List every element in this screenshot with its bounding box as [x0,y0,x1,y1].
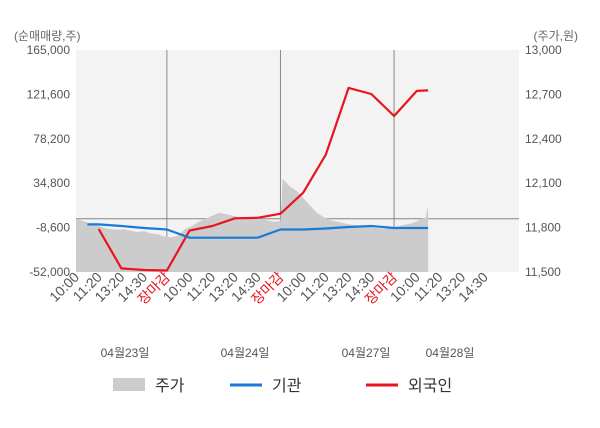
price-area [76,178,429,272]
left-axis-label: (순매매량,주) [14,29,81,43]
right-tick-label: 12,700 [525,87,562,101]
right-tick-label: 13,000 [525,43,562,57]
day-label: 04월28일 [426,346,475,360]
legend-label: 외국인 [408,377,452,395]
right-tick-label: 11,800 [525,221,561,235]
legend-label: 기관 [272,377,302,395]
price-area-layer [76,178,429,272]
legend-label: 주가 [155,377,185,395]
right-axis-label: (주가,원) [534,29,578,43]
left-tick-label: 78,200 [33,132,70,146]
foreign-line [97,86,429,272]
series-lines-layer [87,86,429,272]
legend: 주가 기관 외국인 [113,377,452,395]
left-tick-label: 34,800 [33,176,70,190]
right-tick-label: 12,400 [525,132,562,146]
left-tick-label: 165,000 [27,43,71,57]
right-tick-label: 12,100 [525,176,562,190]
day-label: 04월23일 [101,346,150,360]
right-tick-label: 11,500 [525,265,561,279]
day-label: 04월24일 [221,346,270,360]
legend-price-swatch [113,378,145,391]
left-tick-label: -52,000 [29,265,70,279]
day-label: 04월27일 [342,346,391,360]
left-tick-label: -8,600 [36,221,70,235]
left-tick-label: 121,600 [27,87,71,101]
institution-line [87,223,429,239]
